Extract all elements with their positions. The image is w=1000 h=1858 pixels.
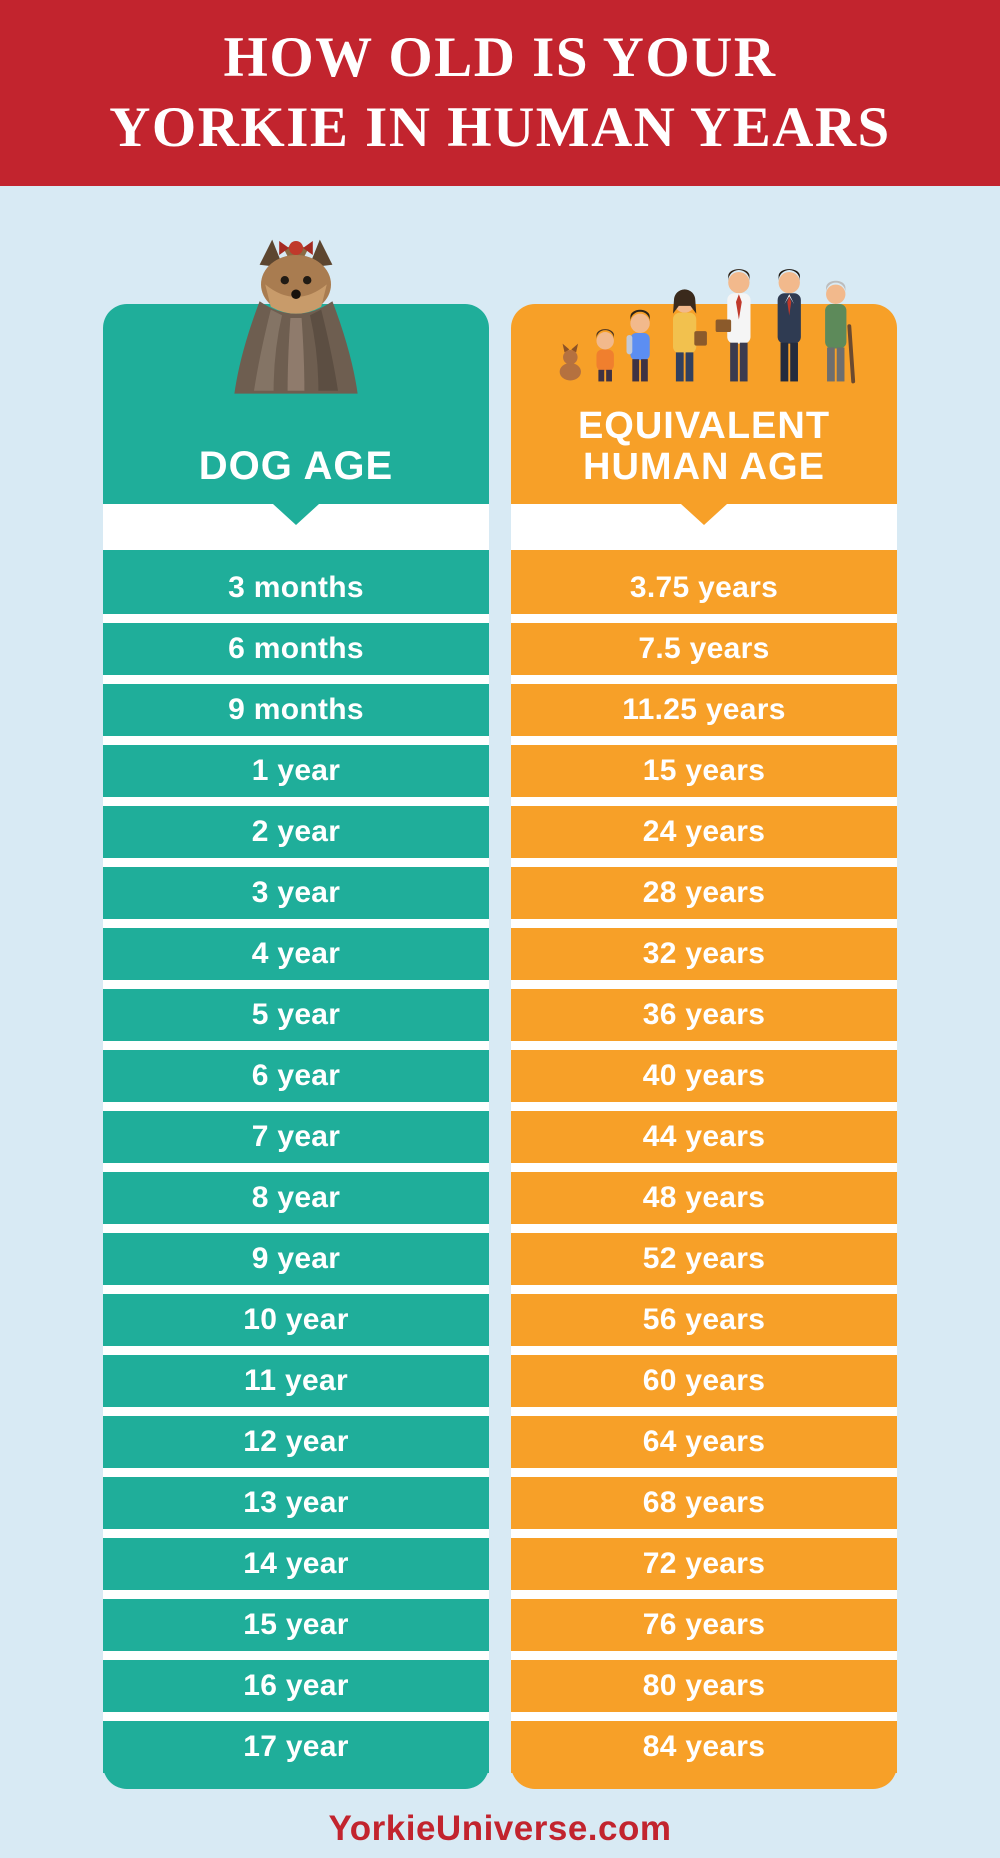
human-age-rows: 3.75 years 7.5 years 11.25 years 15 years 24… — [511, 562, 897, 1773]
table-row: 64 years — [511, 1416, 897, 1468]
dog-age-rows: 3 months 6 months 9 months 1 year 2 year 3 ye… — [103, 562, 489, 1773]
table-row: 9 year — [103, 1233, 489, 1285]
table-row: 7.5 years — [511, 623, 897, 675]
table-row: 68 years — [511, 1477, 897, 1529]
table-row: 36 years — [511, 989, 897, 1041]
table-row: 6 months — [103, 623, 489, 675]
table-row: 9 months — [103, 684, 489, 736]
human-age-title-line-1: EQUIVALENT — [577, 404, 831, 447]
page-title-line-1: HOW OLD IS YOUR — [223, 26, 777, 90]
table-row: 15 years — [511, 745, 897, 797]
dog-age-column: DOG AGE 3 months 6 months 9 months 1 year 2 … — [103, 239, 489, 1789]
table-row: 5 year — [103, 989, 489, 1041]
table-row: 56 years — [511, 1294, 897, 1346]
table-row: 3 year — [103, 867, 489, 919]
table-row: 13 year — [103, 1477, 489, 1529]
table-row: 3 months — [103, 562, 489, 614]
table-row: 11.25 years — [511, 684, 897, 736]
table-row: 40 years — [511, 1050, 897, 1102]
table-row: 8 year — [103, 1172, 489, 1224]
table-row: 1 year — [103, 745, 489, 797]
table-row: 84 years — [511, 1721, 897, 1773]
table-row: 52 years — [511, 1233, 897, 1285]
dog-age-title-line: DOG AGE — [198, 443, 394, 488]
table-row: 6 year — [103, 1050, 489, 1102]
human-age-title-line-2: HUMAN AGE — [583, 445, 825, 488]
header-banner: HOW OLD IS YOUR YORKIE IN HUMAN YEARS — [0, 0, 1000, 186]
table-row: 12 year — [103, 1416, 489, 1468]
table-row: 15 year — [103, 1599, 489, 1651]
table-row: 3.75 years — [511, 562, 897, 614]
table-row: 17 year — [103, 1721, 489, 1773]
dog-age-title: DOG AGE — [198, 443, 394, 488]
human-age-title: EQUIVALENT HUMAN AGE — [577, 404, 831, 488]
table-row: 2 year — [103, 806, 489, 858]
down-arrow-notch-icon — [681, 504, 727, 525]
table-row: 48 years — [511, 1172, 897, 1224]
table-row: 72 years — [511, 1538, 897, 1590]
yorkie-illustration — [211, 234, 381, 407]
human-age-column: EQUIVALENT HUMAN AGE 3.75 years 7.5 years… — [511, 269, 897, 1789]
table-row: 10 year — [103, 1294, 489, 1346]
table-row: 76 years — [511, 1599, 897, 1651]
human-age-pointer-band — [511, 504, 897, 550]
table-row: 4 year — [103, 928, 489, 980]
family-illustration — [549, 212, 859, 397]
table-row: 28 years — [511, 867, 897, 919]
dog-age-header: DOG AGE — [103, 239, 489, 504]
table-row: 11 year — [103, 1355, 489, 1407]
table-row: 80 years — [511, 1660, 897, 1712]
table-row: 60 years — [511, 1355, 897, 1407]
table-row: 14 year — [103, 1538, 489, 1590]
table-row: 32 years — [511, 928, 897, 980]
table-row: 7 year — [103, 1111, 489, 1163]
table-row: 24 years — [511, 806, 897, 858]
human-age-header: EQUIVALENT HUMAN AGE — [511, 269, 897, 504]
website-link[interactable]: YorkieUniverse.com — [328, 1809, 672, 1848]
down-arrow-notch-icon — [273, 504, 319, 525]
table-row: 44 years — [511, 1111, 897, 1163]
dog-age-pointer-band — [103, 504, 489, 550]
page-title-line-2: YORKIE IN HUMAN YEARS — [109, 96, 891, 159]
table-row: 16 year — [103, 1660, 489, 1712]
comparison-table: DOG AGE 3 months 6 months 9 months 1 year 2 … — [0, 239, 1000, 1789]
